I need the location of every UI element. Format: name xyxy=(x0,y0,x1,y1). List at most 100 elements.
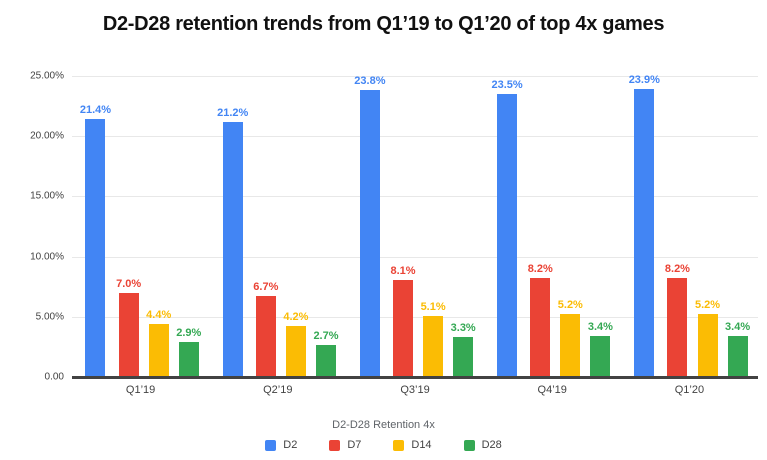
bar-cell: 7.0% xyxy=(116,278,141,377)
bar-cell: 21.2% xyxy=(217,107,248,377)
bar-d7 xyxy=(255,296,276,377)
chart-title: D2-D28 retention trends from Q1’19 to Q1… xyxy=(102,13,665,35)
legend-swatch-d2 xyxy=(265,439,277,451)
x-axis-baseline xyxy=(72,376,758,379)
plot-area: 25.00% 20.00% 15.00% 10.00% 5.00% 0.00 21.4% 7… xyxy=(30,71,758,396)
bar-value-label-d28: 2.9% xyxy=(176,327,202,340)
y-axis-tick-label: 0.00 xyxy=(44,371,64,383)
gridline xyxy=(72,196,758,198)
x-axis-label: Q2’19 xyxy=(263,384,293,396)
x-axis-label: Q3’19 xyxy=(400,384,430,396)
bar-value-label-d7: 8.2% xyxy=(664,263,690,276)
bar-group-q119: 21.4% 7.0% 4.4% 2.9% xyxy=(72,76,209,377)
legend-label-d7: D7 xyxy=(347,439,362,451)
bar-value-label-d28: 3.4% xyxy=(725,321,751,334)
bar-cell: 6.7% xyxy=(253,281,278,377)
bar-value-label-d2: 23.9% xyxy=(628,74,660,87)
x-axis-labels: Q1’19 Q2’19 Q3’19 Q4’19 Q1’20 xyxy=(72,384,758,396)
gridline xyxy=(72,316,758,318)
bar-d14 xyxy=(285,326,306,377)
bar-cell: 2.9% xyxy=(176,327,201,377)
bar-d7 xyxy=(393,279,414,377)
bar-value-label-d2: 23.8% xyxy=(354,75,386,88)
legend-item-d28: D28 xyxy=(463,439,502,451)
legend: D2 D7 D14 D28 xyxy=(0,439,767,451)
legend-item-d7: D7 xyxy=(329,439,361,451)
bar-d14 xyxy=(560,314,581,377)
bar-value-label-d7: 8.1% xyxy=(390,264,416,277)
legend-swatch-d28 xyxy=(463,439,475,451)
bar-value-label-d14: 5.2% xyxy=(694,299,721,312)
y-axis-tick-label: 20.00% xyxy=(30,130,64,142)
bar-value-label-d2: 21.2% xyxy=(217,106,249,119)
bar-value-label-d28: 2.7% xyxy=(313,329,339,342)
bar-cell: 4.2% xyxy=(283,311,308,377)
bar-cell: 3.3% xyxy=(451,322,476,377)
bar-value-label-d2: 23.5% xyxy=(491,79,523,92)
bar-cell: 5.2% xyxy=(695,299,720,377)
bar-value-label-d14: 5.1% xyxy=(420,300,446,313)
bar-cell: 3.4% xyxy=(725,321,750,377)
bar-value-label-d28: 3.4% xyxy=(587,321,613,334)
bar-d7 xyxy=(118,292,139,377)
legend-label-d2: D2 xyxy=(283,439,298,451)
bar-group-q219: 21.2% 6.7% 4.2% 2.7% xyxy=(209,76,346,377)
bars-layer: 21.4% 7.0% 4.4% 2.9% 21.2% 6.7% 4.2% 2.7% 23.8% 8… xyxy=(72,74,758,377)
y-axis-tick-label: 25.00% xyxy=(30,70,64,82)
gridline xyxy=(72,256,758,258)
legend-item-d2: D2 xyxy=(265,439,297,451)
bar-group-q419: 23.5% 8.2% 5.2% 3.4% xyxy=(484,76,621,377)
legend-swatch-d7 xyxy=(329,439,341,451)
bar-cell: 5.1% xyxy=(421,301,446,377)
y-axis-tick-label: 5.00% xyxy=(35,311,64,323)
bar-d28 xyxy=(590,336,611,377)
bar-value-label-d14: 4.2% xyxy=(283,311,309,324)
bar-cell: 23.9% xyxy=(629,74,660,377)
bar-value-label-d2: 21.4% xyxy=(79,104,112,117)
bar-d28 xyxy=(453,337,474,377)
bar-d14 xyxy=(697,314,718,377)
bar-cell: 8.2% xyxy=(665,263,690,377)
bar-cell: 23.8% xyxy=(354,75,385,377)
bar-cell: 2.7% xyxy=(313,329,339,377)
bar-d7 xyxy=(530,278,551,377)
x-axis-title: D2-D28 Retention 4x xyxy=(332,419,435,431)
bar-d2 xyxy=(497,94,518,377)
legend-swatch-d14 xyxy=(393,439,405,451)
bar-cell: 23.5% xyxy=(491,79,523,377)
bar-value-label-d7: 6.7% xyxy=(253,281,279,294)
bar-value-label-d14: 5.2% xyxy=(557,299,583,312)
gridline xyxy=(72,136,758,138)
bar-d2 xyxy=(222,121,243,377)
bar-group-q120: 23.9% 8.2% 5.2% 3.4% xyxy=(621,74,758,377)
bar-cell: 4.4% xyxy=(146,309,171,377)
bar-value-label-d7: 8.2% xyxy=(527,263,553,276)
legend-label-d14: D14 xyxy=(411,439,432,451)
bar-d2 xyxy=(85,119,106,377)
bar-d28 xyxy=(727,336,748,377)
bar-d7 xyxy=(667,278,688,377)
bar-d2 xyxy=(359,90,380,377)
bar-d14 xyxy=(148,324,169,377)
x-axis-label: Q4’19 xyxy=(537,384,567,396)
x-axis-label: Q1’19 xyxy=(125,384,156,396)
bar-cell: 8.1% xyxy=(390,264,416,377)
bar-value-label-d7: 7.0% xyxy=(116,277,142,290)
bar-d28 xyxy=(178,342,199,377)
gridline xyxy=(72,76,758,77)
bar-cell: 8.2% xyxy=(528,263,553,377)
bar-value-label-d14: 4.4% xyxy=(146,309,172,321)
legend-item-d14: D14 xyxy=(393,439,432,451)
bar-group-q319: 23.8% 8.1% 5.1% 3.3% xyxy=(346,75,483,377)
bar-d14 xyxy=(423,315,444,377)
bar-cell: 21.4% xyxy=(80,104,111,377)
bar-value-label-d28: 3.3% xyxy=(450,322,476,335)
y-axis-tick-label: 10.00% xyxy=(30,251,64,263)
bar-cell: 5.2% xyxy=(558,299,583,377)
bar-cell: 3.4% xyxy=(588,321,613,377)
legend-label-d28: D28 xyxy=(481,439,502,451)
x-axis-label: Q1’20 xyxy=(674,384,705,396)
y-axis-tick-label: 15.00% xyxy=(30,190,64,202)
bar-d2 xyxy=(634,89,655,377)
